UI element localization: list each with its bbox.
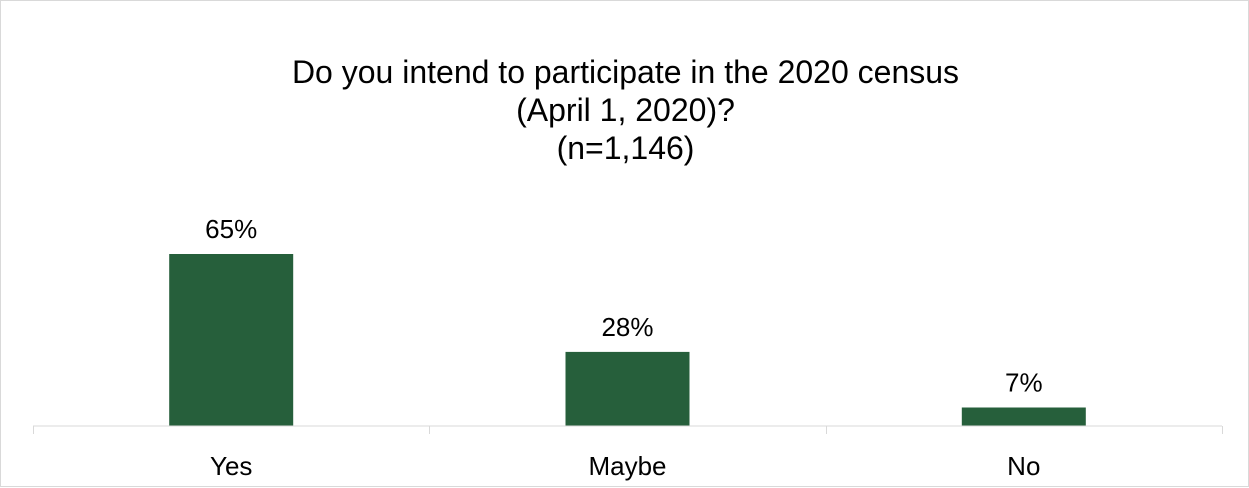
data-label-maybe: 28% bbox=[601, 312, 653, 342]
x-tick-label-yes: Yes bbox=[210, 451, 252, 481]
bars-layer bbox=[169, 254, 1086, 426]
bar-maybe bbox=[565, 351, 690, 426]
bar-no bbox=[961, 407, 1086, 426]
data-label-yes: 65% bbox=[205, 214, 257, 244]
data-labels-layer: 65% 28% 7% bbox=[205, 214, 1042, 398]
x-tick-label-maybe: Maybe bbox=[588, 451, 666, 481]
x-tick-label-no: No bbox=[1007, 451, 1040, 481]
chart-title-line-2: (April 1, 2020)? bbox=[516, 92, 735, 128]
x-axis bbox=[33, 425, 1223, 434]
chart-title-line-1: Do you intend to participate in the 2020… bbox=[291, 54, 960, 90]
chart-title-line-3: (n=1,146) bbox=[556, 130, 695, 166]
chart-title: Do you intend to participate in the 2020… bbox=[1, 53, 1249, 167]
x-tick-labels-layer: Yes Maybe No bbox=[210, 451, 1040, 481]
bar-yes bbox=[169, 254, 294, 426]
data-label-no: 7% bbox=[1005, 368, 1043, 398]
